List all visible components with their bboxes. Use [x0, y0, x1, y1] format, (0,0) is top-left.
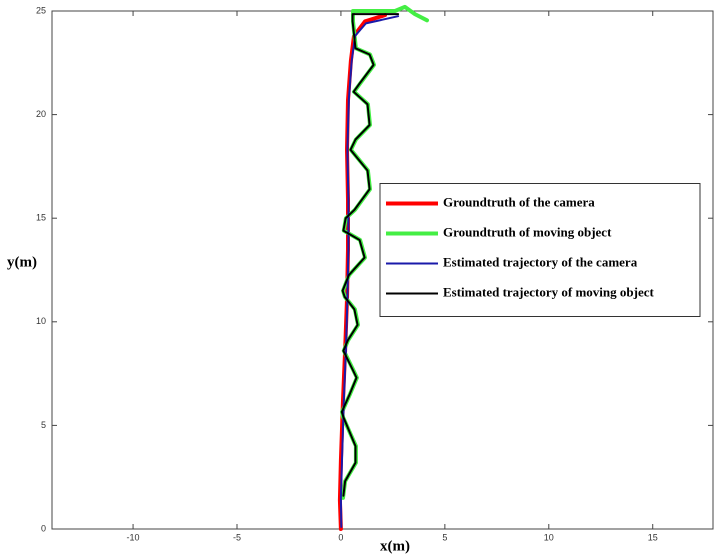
- y-tick-label: 15: [36, 213, 46, 223]
- x-tick-label: 15: [648, 532, 658, 542]
- legend-label: Estimated trajectory of the camera: [443, 254, 638, 269]
- x-tick-label: 10: [544, 532, 554, 542]
- x-tick-label: 5: [442, 532, 447, 542]
- legend-label: Groundtruth of moving object: [443, 224, 612, 239]
- y-tick-label: 20: [36, 109, 46, 119]
- y-tick-label: 25: [36, 5, 46, 15]
- y-tick-label: 0: [41, 523, 46, 533]
- x-axis-label: x(m): [380, 538, 410, 554]
- x-tick-label: 0: [338, 532, 343, 542]
- x-tick-label: -10: [127, 532, 140, 542]
- y-axis-label: y(m): [7, 254, 37, 270]
- trajectory-line: [340, 13, 400, 497]
- legend-label: Estimated trajectory of moving object: [443, 284, 654, 299]
- y-tick-label: 10: [36, 316, 46, 326]
- y-tick-label: 5: [41, 420, 46, 430]
- x-tick-label: -5: [233, 532, 241, 542]
- legend-label: Groundtruth of the camera: [443, 194, 595, 209]
